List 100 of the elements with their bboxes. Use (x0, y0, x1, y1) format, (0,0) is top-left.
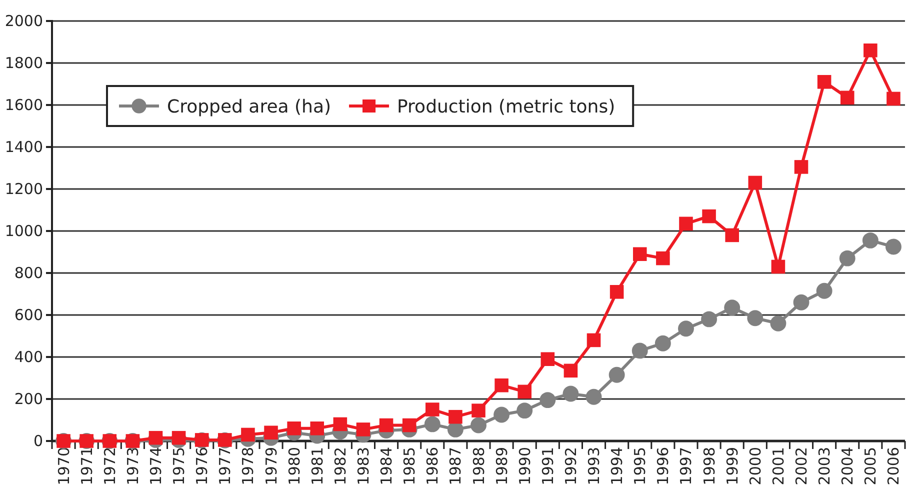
x-tick-label: 1993 (585, 447, 604, 486)
x-tick-label: 1988 (470, 447, 488, 486)
y-tick-label: 0 (33, 432, 43, 450)
x-tick-label: 1982 (331, 447, 350, 486)
x-tick-label: 1989 (492, 447, 511, 486)
point (610, 285, 624, 299)
point (678, 320, 694, 337)
x-tick-label: 1981 (308, 447, 326, 486)
x-tick-label: 1990 (516, 447, 534, 486)
point (632, 247, 647, 261)
y-tick-label: 1000 (4, 222, 43, 240)
point (885, 238, 902, 255)
x-tick-label: 1999 (723, 447, 742, 486)
point (724, 300, 740, 316)
x-tick-label: 1992 (562, 447, 580, 486)
x-tick-label: 1975 (170, 447, 188, 486)
point (172, 430, 186, 445)
x-tick-label: 1985 (400, 447, 419, 486)
point (679, 216, 693, 231)
point (540, 352, 555, 366)
x-tick-label: 1997 (677, 447, 696, 486)
point (379, 418, 394, 432)
x-tick-label: 1979 (262, 447, 280, 486)
x-tick-label: 1996 (654, 447, 672, 486)
y-tick-label: 600 (14, 306, 43, 324)
y-tick-label: 1200 (4, 180, 43, 198)
point (494, 406, 510, 423)
point (287, 422, 301, 436)
x-tick-label: 1972 (100, 447, 119, 486)
point (426, 402, 440, 416)
point (148, 430, 163, 445)
point (839, 250, 856, 266)
x-tick-label: 1974 (146, 447, 165, 486)
x-tick-label: 2001 (769, 447, 788, 486)
x-tick-label: 1983 (354, 447, 372, 486)
y-tick-label: 1600 (4, 96, 43, 114)
point (656, 251, 670, 266)
x-tick-label: 1987 (446, 447, 465, 486)
x-tick-label: 2005 (862, 447, 880, 486)
point (748, 176, 762, 190)
point (702, 209, 716, 224)
point (794, 160, 808, 174)
point (862, 232, 878, 248)
point (562, 386, 579, 402)
point (310, 422, 324, 436)
x-tick-label: 1991 (538, 447, 557, 486)
x-tick-label: 1976 (193, 447, 212, 486)
y-tick-label: 800 (14, 264, 43, 282)
x-tick-label: 1978 (239, 447, 258, 486)
point (608, 366, 625, 383)
point (470, 417, 486, 434)
x-tick-label: 1971 (78, 447, 96, 486)
x-tick-label: 2004 (838, 447, 857, 486)
y-tick-label: 1800 (4, 54, 43, 72)
point (494, 378, 508, 392)
point (472, 404, 486, 418)
x-tick-label: 2000 (746, 447, 764, 486)
point (654, 335, 671, 352)
point (540, 392, 556, 408)
point (725, 228, 739, 242)
x-tick-label: 1986 (424, 447, 442, 486)
point (816, 282, 832, 299)
point (793, 294, 810, 310)
y-tick-label: 1400 (4, 138, 43, 156)
y-tick-label: 2000 (4, 12, 43, 30)
x-tick-label: 1994 (608, 447, 626, 486)
point (356, 422, 370, 436)
point (564, 364, 578, 378)
point (516, 402, 533, 419)
x-tick-label: 1977 (216, 447, 234, 486)
point (241, 428, 255, 442)
x-tick-label: 2002 (792, 447, 811, 486)
x-tick-label: 1980 (285, 447, 304, 486)
point (448, 410, 462, 424)
point (817, 75, 832, 89)
x-tick-label: 2003 (816, 447, 834, 486)
point (518, 384, 532, 399)
point (771, 260, 786, 274)
point (770, 315, 786, 332)
point (424, 416, 440, 432)
x-tick-label: 2006 (884, 447, 903, 486)
x-tick-label: 1995 (631, 447, 650, 486)
point (747, 310, 764, 326)
point (701, 311, 718, 328)
x-tick-label: 1970 (54, 447, 73, 486)
point (840, 90, 854, 105)
y-tick-label: 200 (14, 390, 43, 408)
point (586, 388, 602, 405)
x-tick-label: 1973 (124, 447, 142, 486)
point (632, 342, 648, 359)
point (586, 333, 601, 348)
x-tick-label: 1998 (700, 447, 718, 486)
legend-label: Production (metric tons) (397, 96, 616, 118)
point (864, 44, 878, 58)
x-tick-label: 1984 (378, 447, 396, 486)
point (264, 426, 278, 440)
point (402, 418, 416, 432)
point (333, 417, 348, 432)
point (886, 92, 900, 106)
legend-label: Cropped area (ha) (167, 96, 332, 118)
